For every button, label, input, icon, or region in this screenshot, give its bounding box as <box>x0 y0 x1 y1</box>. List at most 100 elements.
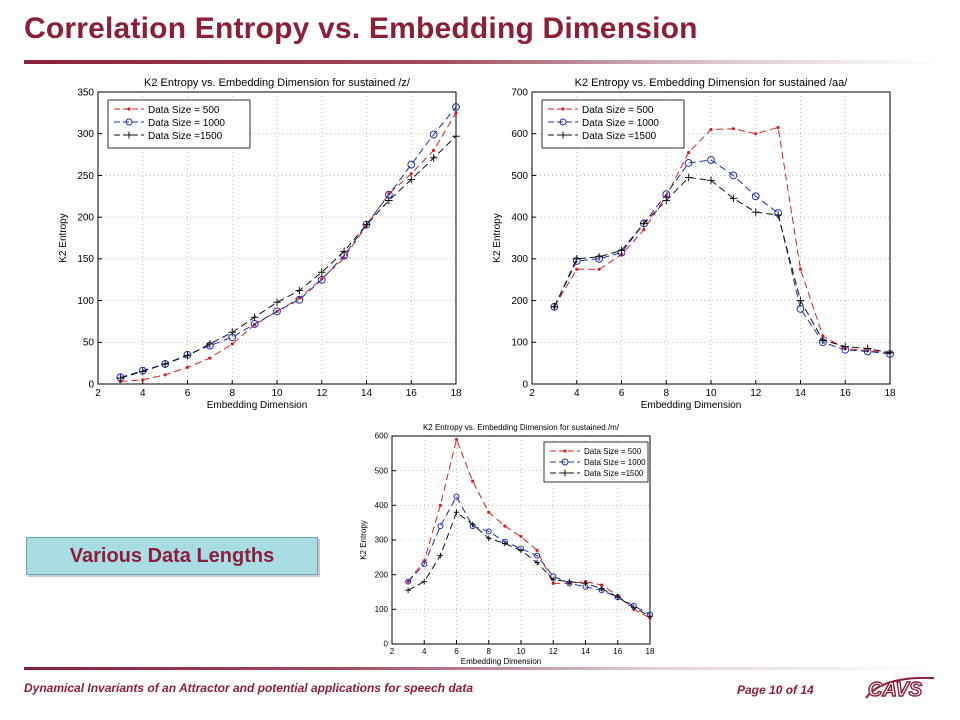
x-tick-label: 10 <box>271 388 283 399</box>
data-point <box>206 340 214 348</box>
legend-marker <box>563 449 567 453</box>
data-point <box>575 267 579 271</box>
y-tick-label: 200 <box>77 212 94 223</box>
chart-title: K2 Entropy vs. Embedding Dimension for s… <box>423 423 620 432</box>
data-point <box>595 252 603 261</box>
y-tick-label: 500 <box>511 171 528 182</box>
series-1 <box>552 125 892 355</box>
data-point <box>754 132 758 136</box>
data-point <box>405 587 411 594</box>
cavs-logo: CAVS <box>865 676 935 702</box>
legend-label: Data Size = 1000 <box>584 458 646 467</box>
legend-label: Data Size = 500 <box>582 105 654 116</box>
x-tick-label: 10 <box>705 388 717 399</box>
x-tick-label: 6 <box>185 388 191 399</box>
legend-label: Data Size = 500 <box>148 105 220 116</box>
svg-text:CAVS: CAVS <box>868 679 923 701</box>
series-line <box>407 495 651 615</box>
data-point <box>437 552 444 559</box>
y-tick-label: 400 <box>511 212 528 223</box>
legend: Data Size = 500 Data Size = 1000 Data Size… <box>541 99 685 149</box>
chart-title: K2 Entropy vs. Embedding Dimension for s… <box>575 77 849 89</box>
data-point <box>863 344 872 353</box>
x-tick-label: 12 <box>316 388 328 399</box>
y-tick-label: 300 <box>511 254 528 265</box>
y-tick-label: 50 <box>83 338 95 349</box>
data-point <box>597 267 601 271</box>
legend-marker <box>559 131 567 139</box>
x-tick-label: 16 <box>613 647 622 656</box>
data-point <box>320 277 324 281</box>
legend-label: Data Size = 1000 <box>582 118 659 129</box>
x-tick-label: 14 <box>581 647 590 656</box>
data-point <box>774 211 782 219</box>
data-point <box>295 286 304 295</box>
data-point <box>503 524 507 528</box>
data-point <box>317 268 326 277</box>
data-point <box>273 298 281 307</box>
data-point <box>228 328 237 337</box>
x-tick-label: 16 <box>406 388 418 399</box>
x-tick-label: 2 <box>95 388 101 399</box>
data-point <box>437 523 444 530</box>
x-tick-label: 6 <box>454 647 459 656</box>
chart-title: K2 Entropy vs. Embedding Dimension for s… <box>144 77 411 89</box>
data-point <box>452 103 460 111</box>
y-tick-label: 300 <box>77 129 94 140</box>
y-tick-label: 350 <box>77 87 94 98</box>
y-tick-label: 0 <box>522 379 528 390</box>
data-point <box>138 367 147 376</box>
data-point <box>230 342 234 346</box>
data-point <box>572 255 581 263</box>
legend-marker <box>127 107 131 111</box>
y-tick-label: 400 <box>375 501 389 510</box>
series-line <box>407 437 651 619</box>
data-point <box>471 479 475 483</box>
y-tick-label: 600 <box>511 129 528 140</box>
legend-label: Data Size = 1000 <box>148 118 225 129</box>
data-point <box>297 296 301 300</box>
data-point <box>385 196 393 205</box>
data-point <box>776 125 780 130</box>
series-line <box>553 176 891 354</box>
y-tick-label: 200 <box>375 570 389 579</box>
data-point <box>729 171 738 180</box>
x-tick-label: 10 <box>517 647 526 656</box>
data-point <box>208 356 212 360</box>
data-point <box>642 228 646 232</box>
data-point <box>751 192 760 201</box>
data-point <box>432 148 436 152</box>
chart-z: K2 Entropy vs. Embedding Dimension for s… <box>40 72 470 417</box>
series-line <box>553 159 891 355</box>
data-point <box>163 373 167 377</box>
data-point <box>469 521 476 528</box>
data-point <box>819 336 827 344</box>
data-point <box>582 580 589 587</box>
x-tick-label: 2 <box>390 647 395 656</box>
data-point <box>729 194 738 203</box>
data-point <box>598 585 605 592</box>
data-point <box>687 150 691 155</box>
data-point <box>453 509 460 516</box>
data-point <box>185 365 190 369</box>
legend-marker <box>125 131 133 139</box>
data-point <box>502 540 508 547</box>
data-point <box>518 547 524 554</box>
data-point <box>566 578 573 585</box>
series-3 <box>550 173 894 357</box>
y-tick-label: 600 <box>375 432 389 441</box>
legend-label: Data Size =1500 <box>148 131 223 142</box>
x-axis-label: Embedding Dimension <box>641 400 742 411</box>
series-3 <box>405 509 653 620</box>
y-tick-label: 500 <box>375 466 389 475</box>
data-point <box>534 552 541 559</box>
series-line <box>407 511 651 617</box>
data-point <box>796 296 805 305</box>
data-point <box>707 156 715 164</box>
title-divider <box>24 60 936 64</box>
legend-label: Data Size = 500 <box>584 447 642 456</box>
legend-label: Data Size =1500 <box>582 131 657 142</box>
y-tick-label: 0 <box>88 379 94 390</box>
x-tick-label: 16 <box>840 388 852 399</box>
footer-presentation-title: Dynamical Invariants of an Attractor and… <box>24 681 473 695</box>
